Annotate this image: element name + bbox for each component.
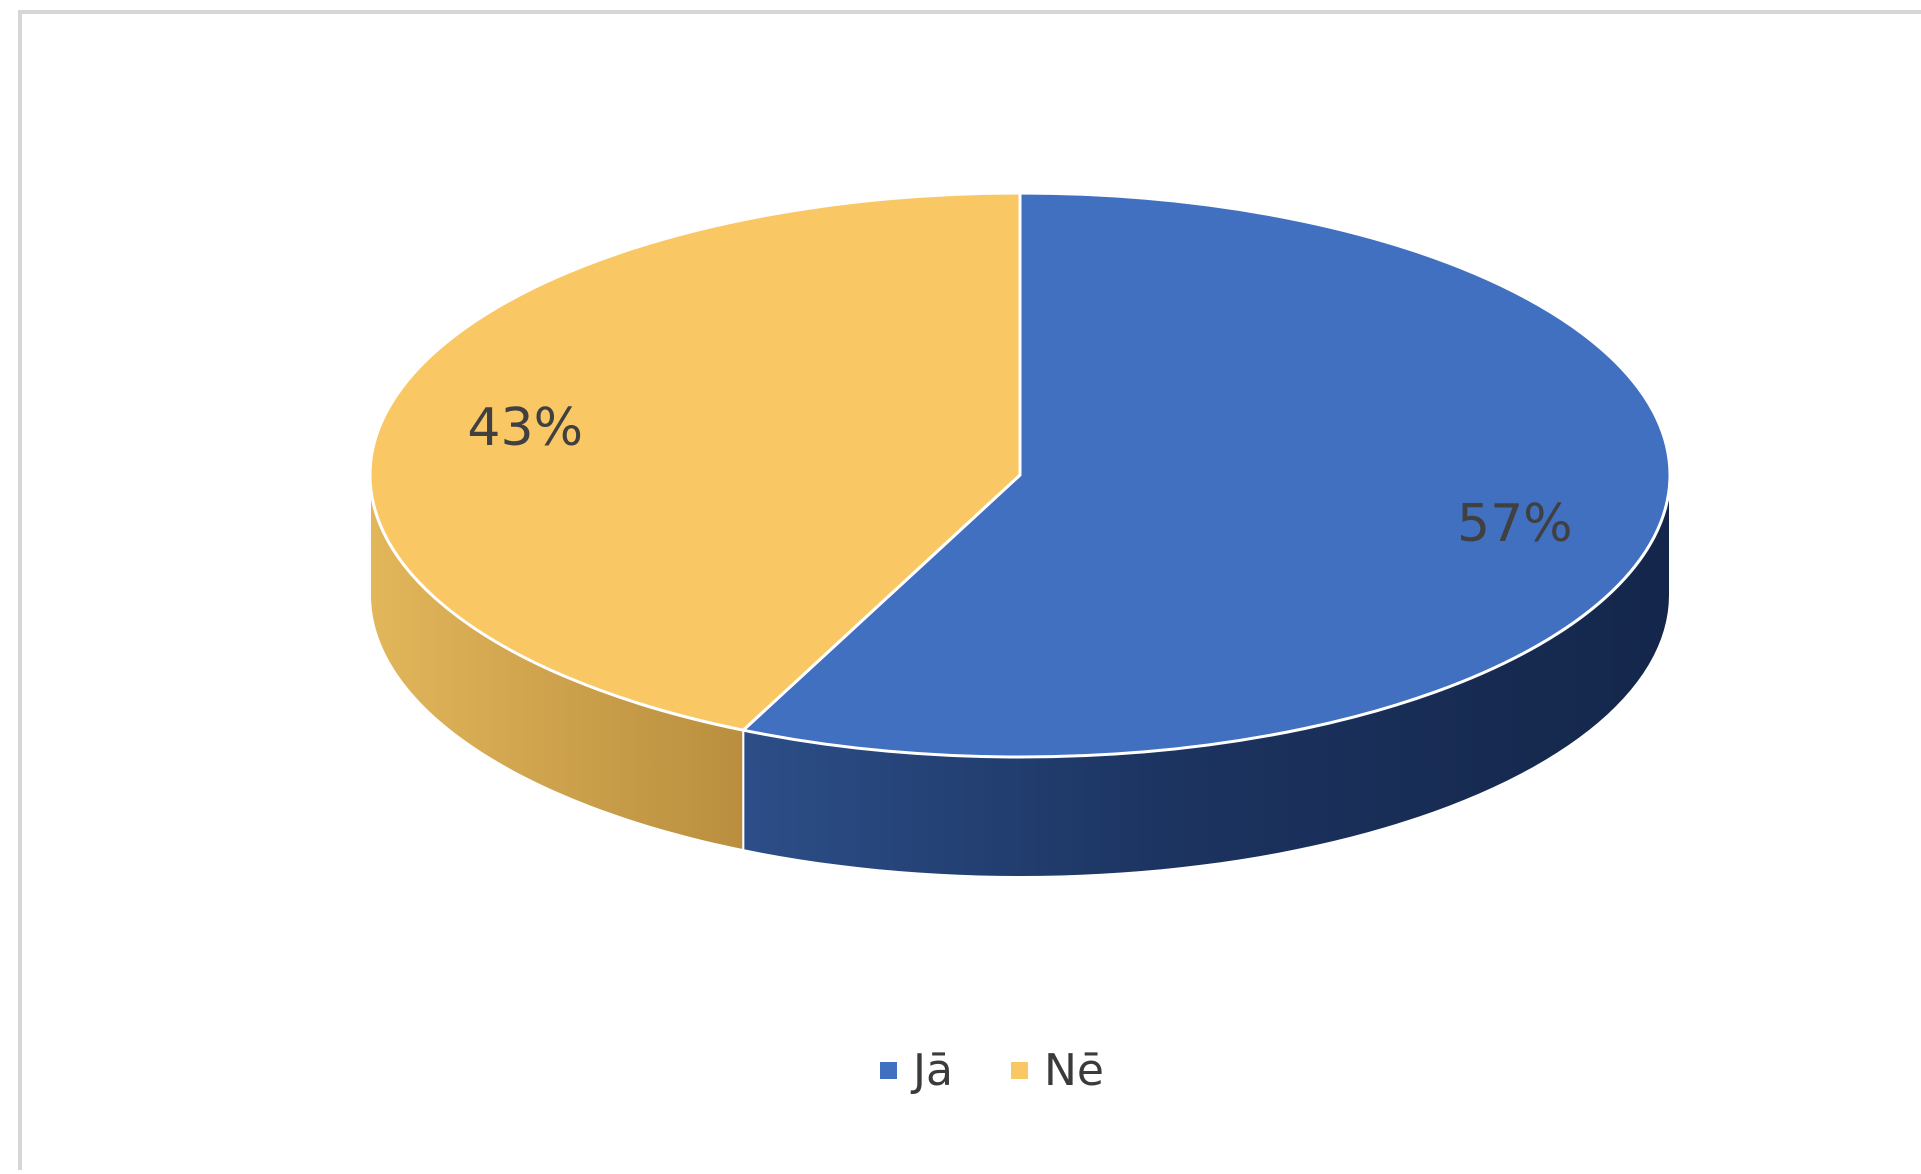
legend-item-ja: Jā [880,1045,953,1096]
legend-swatch-ja [880,1062,897,1079]
pie-slice-ne [368,191,1022,732]
legend-swatch-ne [1010,1062,1028,1079]
data-label-ja: 57% [1457,494,1573,554]
legend-label-ja: Jā [913,1045,953,1096]
pie-slice-ja [741,191,1672,759]
legend-item-ne: Nē [1010,1045,1104,1096]
data-label-ne: 43% [467,398,583,458]
chart-legend: Jā Nē [880,1045,1104,1096]
legend-label-ne: Nē [1043,1045,1104,1096]
